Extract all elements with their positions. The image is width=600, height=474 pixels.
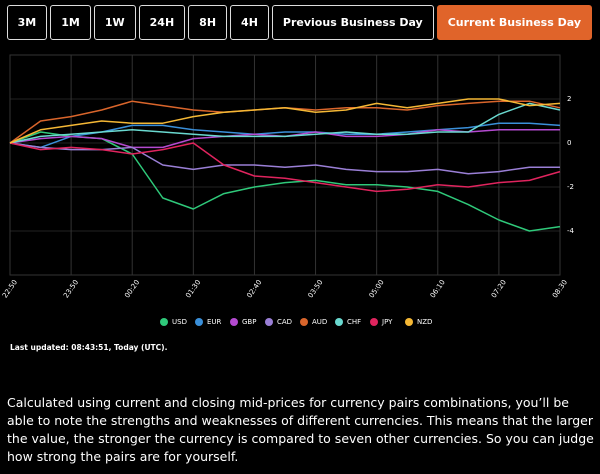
legend-label: AUD <box>312 318 327 326</box>
legend-swatch <box>300 318 308 326</box>
legend-swatch <box>405 318 413 326</box>
series-line <box>9 98 561 144</box>
legend-swatch <box>160 318 168 326</box>
x-tick-label: 07:20 <box>490 278 508 299</box>
x-tick-label: 03:50 <box>306 278 324 299</box>
y-tick-label: -2 <box>567 183 574 191</box>
y-tick-label: -4 <box>567 227 575 235</box>
legend-swatch <box>230 318 238 326</box>
timeframe-buttons: 3M 1M 1W 24H 8H 4H Previous Business Day… <box>6 5 592 40</box>
button[interactable]: 1M <box>50 5 91 40</box>
button[interactable]: 1W <box>93 5 136 40</box>
last-updated: Last updated: 08:43:51, Today (UTC). <box>10 343 168 352</box>
x-tick-label: 06:10 <box>429 278 447 299</box>
x-tick-label: 00:20 <box>123 278 141 299</box>
x-tick-label: 05:00 <box>368 278 386 299</box>
button[interactable]: Current Business Day <box>436 5 592 40</box>
x-tick-label: 23:50 <box>62 278 80 299</box>
button[interactable]: 3M <box>6 5 48 40</box>
button[interactable]: 8H <box>188 5 228 40</box>
x-tick-label: 08:30 <box>551 278 569 299</box>
legend-swatch <box>265 318 273 326</box>
legend-swatch <box>335 318 343 326</box>
legend-label: EUR <box>207 318 222 326</box>
description: Calculated using current and closing mid… <box>7 395 594 464</box>
x-tick-label: 22:50 <box>1 278 19 299</box>
chart: 2 0 -2 -4 22:50 23:50 00:20 01:30 02:40 03:50 05:0… <box>1 54 575 326</box>
button[interactable]: Previous Business Day <box>271 5 434 40</box>
legend-label: CHF <box>347 318 361 326</box>
series-line <box>9 102 561 144</box>
plot-frame <box>9 54 561 276</box>
y-tick-label: 2 <box>567 95 571 103</box>
legend-swatch <box>195 318 203 326</box>
series-line <box>9 142 560 175</box>
legend-swatch <box>370 318 378 326</box>
button[interactable]: 24H <box>138 5 186 40</box>
legend-label: GBP <box>242 318 256 326</box>
series-line <box>9 142 561 193</box>
y-tick-label: 0 <box>567 139 571 147</box>
legend-label: NZD <box>417 318 432 326</box>
series-line <box>9 131 561 232</box>
x-tick-label: 02:40 <box>245 278 263 299</box>
legend-label: JPY <box>381 318 393 326</box>
x-tick-label: 01:30 <box>184 278 202 299</box>
legend-label: CAD <box>277 318 292 326</box>
legend-label: USD <box>172 318 187 326</box>
button[interactable]: 4H <box>230 5 269 40</box>
